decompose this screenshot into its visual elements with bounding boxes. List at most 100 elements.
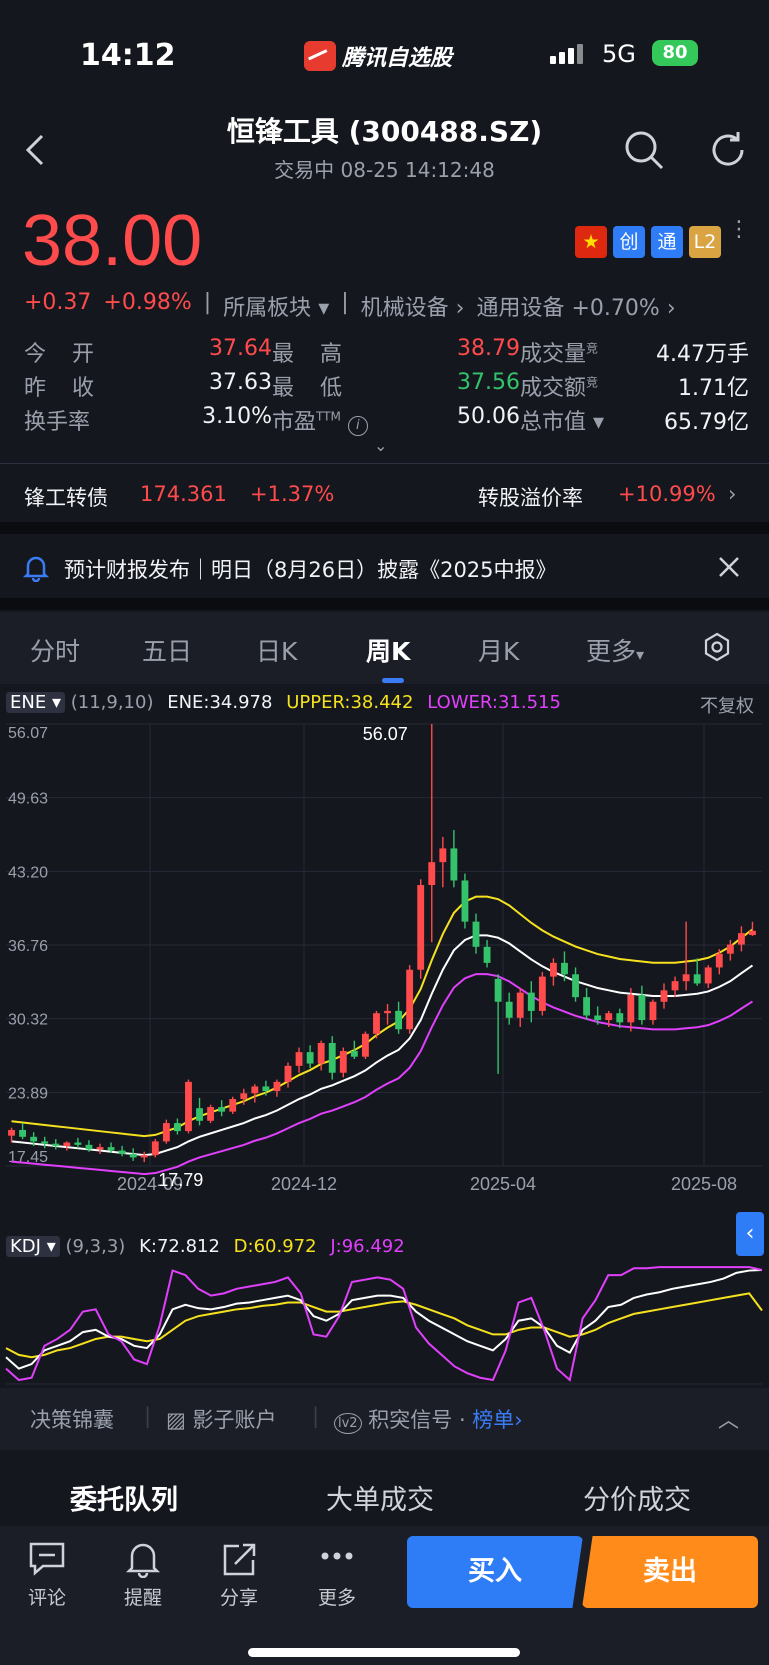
open-label: 今 开	[24, 342, 97, 367]
tab-intraday[interactable]: 分时	[30, 637, 81, 666]
period-tabs: 分时 五日 日K 周K 月K 更多▾	[0, 612, 769, 684]
tab-price-trades[interactable]: 分价成交	[583, 1485, 691, 1516]
mcap-label[interactable]: 总市值 ▾	[520, 404, 604, 436]
sector-link-2[interactable]: 通用设备 +0.70% ›	[476, 290, 675, 322]
app-logo-icon	[304, 41, 336, 71]
candle-body	[704, 967, 712, 984]
caret-down-icon: ▾	[318, 296, 330, 321]
network-type: 5G	[602, 40, 636, 68]
pe-ttm: TTM	[316, 409, 341, 424]
bell-icon	[22, 556, 50, 582]
more-vertical-icon[interactable]: ⋮	[728, 217, 750, 242]
rank-link[interactable]: 榜单	[472, 1408, 515, 1432]
candle-body	[284, 1065, 292, 1082]
search-icon[interactable]	[622, 128, 666, 172]
candle-body	[96, 1147, 104, 1150]
candle-body	[638, 994, 646, 1021]
settings-icon[interactable]	[702, 632, 732, 662]
candle-body	[450, 848, 458, 881]
battery-icon: 80	[652, 40, 698, 66]
lower-value: LOWER:31.515	[427, 692, 561, 713]
tool-decision[interactable]: 决策锦囊	[30, 1408, 114, 1432]
candle-body	[671, 981, 679, 991]
tab-more[interactable]: 更多▾	[586, 632, 644, 668]
tab-monthly-k[interactable]: 月K	[478, 637, 520, 666]
high-value: 38.79	[457, 336, 520, 361]
separator: |	[203, 290, 212, 315]
ene-indicator-select[interactable]: ENE ▾	[6, 692, 65, 713]
sector-dropdown[interactable]: 所属板块 ▾	[223, 290, 329, 322]
separator: |	[312, 1404, 320, 1428]
buy-button[interactable]: 买入	[407, 1536, 583, 1608]
candle-body	[295, 1052, 303, 1066]
tool-shadow-account[interactable]: ▨ 影子账户	[166, 1404, 277, 1434]
amount-label-text: 成交额	[520, 376, 587, 401]
candle-body	[384, 1010, 391, 1014]
candle-body	[439, 848, 447, 863]
candle-body	[749, 930, 756, 936]
tab-daily-k[interactable]: 日K	[256, 637, 298, 666]
nav-alert[interactable]: 提醒	[108, 1540, 178, 1610]
sector-link-1[interactable]: 机械设备 ›	[361, 290, 465, 322]
sell-button[interactable]: 卖出	[582, 1536, 758, 1608]
nav-more[interactable]: 更多	[302, 1540, 372, 1610]
candle-body	[173, 1123, 181, 1132]
ene-line	[11, 934, 754, 1157]
chart-area[interactable]: ENE ▾ (11,9,10) ENE:34.978 UPPER:38.442 …	[0, 688, 769, 1388]
candle-body	[218, 1107, 226, 1112]
candle-body	[660, 990, 668, 1002]
tab-big-trades[interactable]: 大单成交	[326, 1485, 434, 1516]
jing-mark: 竞	[586, 341, 599, 356]
adjust-mode[interactable]: 不复权	[700, 696, 754, 717]
candle-body	[196, 1108, 203, 1121]
collapse-panel-icon[interactable]: ‹	[736, 1212, 764, 1256]
mcap-label-text: 总市值	[520, 410, 587, 435]
kdj-chart[interactable]	[0, 1262, 769, 1386]
caret-down-icon: ▾	[593, 410, 605, 435]
chevron-right-icon: ›	[514, 1408, 523, 1432]
nav-comment[interactable]: 评论	[12, 1540, 82, 1610]
tab-order-queue[interactable]: 委托队列	[70, 1485, 178, 1516]
info-icon[interactable]: i	[347, 416, 368, 436]
y-tick-label: 30.32	[8, 1012, 48, 1029]
close-icon[interactable]	[718, 556, 740, 578]
candle-body	[118, 1150, 126, 1154]
tab-five-day[interactable]: 五日	[142, 637, 193, 666]
refresh-icon[interactable]	[706, 128, 750, 172]
chevron-up-icon[interactable]: ︿	[718, 1408, 739, 1432]
candle-body	[605, 1013, 613, 1021]
lower-band-line	[11, 973, 754, 1176]
candle-body	[129, 1153, 137, 1158]
separator: |	[144, 1404, 152, 1428]
premium-value: +10.99%	[618, 482, 716, 506]
kdj-indicator-select[interactable]: KDJ ▾	[6, 1236, 60, 1257]
pe-label[interactable]: 市盈TTM i	[272, 404, 368, 436]
notice-banner[interactable]: 预计财报发布｜明日（8月26日）披露《2025中报》	[0, 538, 769, 596]
chuang-badge: 创	[613, 226, 645, 258]
candlestick-chart[interactable]: 56.0749.6343.2036.7630.3223.8917.452024-…	[0, 718, 769, 1230]
amount-label: 成交额竞	[520, 370, 598, 402]
back-icon[interactable]	[20, 130, 50, 170]
tool-signal[interactable]: lv2 积突信号 · 榜单›	[334, 1404, 523, 1434]
tool-shadow-label: 影子账户	[192, 1408, 277, 1432]
bond-price: 174.361	[140, 482, 227, 506]
expand-chevron-icon[interactable]: ⌄	[374, 436, 388, 455]
active-tab-indicator	[382, 678, 404, 683]
turnover-label: 换手率	[24, 410, 91, 435]
candle-body	[549, 962, 557, 977]
home-indicator	[248, 1648, 520, 1657]
candle-body	[538, 976, 546, 1011]
low-value: 37.56	[457, 370, 520, 395]
nav-share-label: 分享	[219, 1587, 258, 1609]
candle-body	[19, 1129, 27, 1137]
volume-label: 成交量竞	[520, 336, 598, 368]
price-change-pct: +0.98%	[103, 290, 192, 315]
trade-status: 交易中 08-25 14:12:48	[274, 158, 495, 182]
candle-body	[262, 1086, 270, 1092]
candle-body	[516, 992, 524, 1018]
tab-more-label: 更多	[586, 637, 637, 666]
candle-body	[649, 1001, 657, 1021]
tab-weekly-k[interactable]: 周K	[366, 637, 411, 666]
candle-body	[483, 946, 491, 963]
nav-share[interactable]: 分享	[204, 1540, 274, 1610]
